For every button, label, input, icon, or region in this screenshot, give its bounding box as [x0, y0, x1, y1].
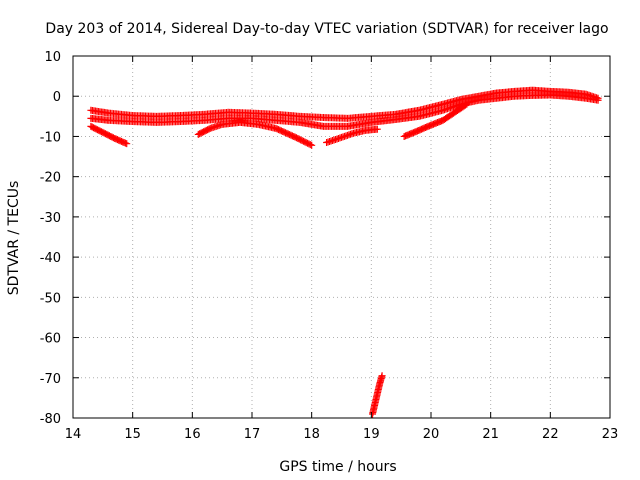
y-tick-label: -80 — [40, 412, 61, 427]
y-tick-label: -70 — [40, 372, 61, 387]
y-tick-label: -10 — [40, 130, 61, 145]
x-tick-label: 20 — [423, 427, 440, 442]
y-tick-label: -30 — [40, 211, 61, 226]
x-axis-label: GPS time / hours — [279, 459, 396, 475]
data-point — [461, 101, 469, 109]
plot-frame — [72, 55, 611, 419]
chart-title: Day 203 of 2014, Sidereal Day-to-day VTE… — [45, 21, 608, 37]
series-arc-2 — [194, 118, 316, 149]
y-tick-label: 10 — [44, 50, 61, 65]
data-point — [308, 141, 316, 149]
x-tick-label: 17 — [244, 427, 261, 442]
x-tick-label: 15 — [124, 427, 141, 442]
y-tick-label: -60 — [40, 332, 61, 347]
series-arc-3 — [323, 125, 381, 146]
x-tick-label: 16 — [184, 427, 201, 442]
y-tick-label: -40 — [40, 251, 61, 266]
series-descending-arc-1 — [87, 122, 131, 148]
y-tick-label: -50 — [40, 291, 61, 306]
x-tick-label: 21 — [482, 427, 499, 442]
data-point — [306, 141, 314, 149]
x-tick-label: 18 — [303, 427, 320, 442]
x-tick-label: 23 — [602, 427, 619, 442]
axis-ticks: 14 15 16 17 18 19 20 21 22 23 10 0 -10 -20 -30 -40 -50 -6… — [40, 50, 619, 442]
x-tick-label: 19 — [363, 427, 380, 442]
data-point — [594, 96, 602, 104]
data-point — [373, 125, 381, 133]
series-outlier-streak — [369, 372, 386, 418]
data-point — [378, 372, 386, 380]
data-point — [463, 100, 471, 108]
series-main-band-lower — [87, 91, 602, 130]
data-series — [87, 86, 602, 418]
y-axis-label: SDTVAR / TECUs — [6, 181, 22, 296]
y-tick-label: 0 — [53, 90, 61, 105]
series-arc-4 — [400, 100, 471, 140]
y-tick-label: -20 — [40, 171, 61, 186]
data-point — [123, 140, 131, 148]
x-tick-label: 14 — [65, 427, 82, 442]
x-tick-label: 22 — [542, 427, 559, 442]
